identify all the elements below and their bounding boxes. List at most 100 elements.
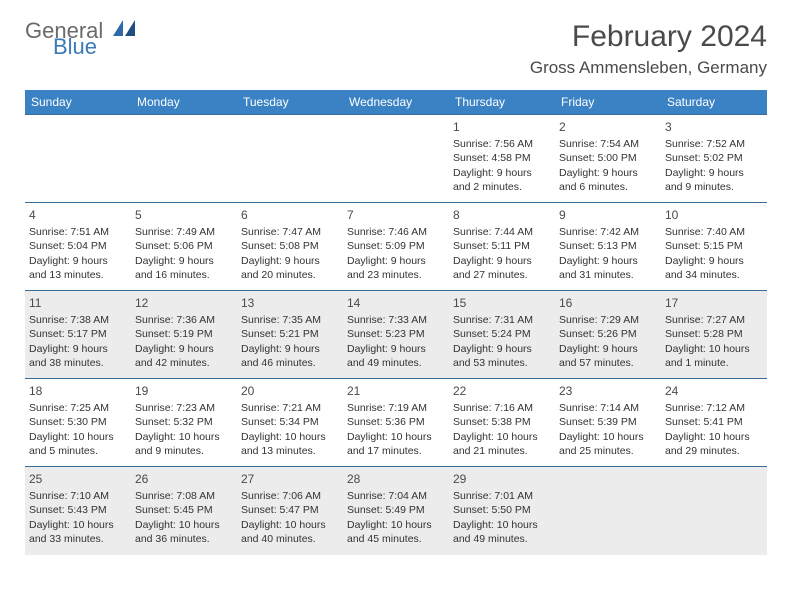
day-cell: 23Sunrise: 7:14 AMSunset: 5:39 PMDayligh… <box>555 379 661 467</box>
daylight2-text: and 17 minutes. <box>347 444 445 458</box>
daylight2-text: and 29 minutes. <box>665 444 763 458</box>
day-number: 7 <box>347 207 445 223</box>
sunset-text: Sunset: 5:00 PM <box>559 151 657 165</box>
title-block: February 2024 Gross Ammensleben, Germany <box>530 20 767 78</box>
daylight1-text: Daylight: 9 hours <box>135 342 233 356</box>
daylight1-text: Daylight: 10 hours <box>665 342 763 356</box>
daylight1-text: Daylight: 9 hours <box>559 166 657 180</box>
day-cell: 8Sunrise: 7:44 AMSunset: 5:11 PMDaylight… <box>449 203 555 291</box>
daylight2-text: and 5 minutes. <box>29 444 127 458</box>
day-cell: 12Sunrise: 7:36 AMSunset: 5:19 PMDayligh… <box>131 291 237 379</box>
sunrise-text: Sunrise: 7:56 AM <box>453 137 551 151</box>
sunset-text: Sunset: 5:28 PM <box>665 327 763 341</box>
daylight1-text: Daylight: 9 hours <box>453 166 551 180</box>
sunset-text: Sunset: 5:21 PM <box>241 327 339 341</box>
week-row: 4Sunrise: 7:51 AMSunset: 5:04 PMDaylight… <box>25 203 767 291</box>
empty-cell <box>237 115 343 203</box>
daylight1-text: Daylight: 10 hours <box>665 430 763 444</box>
daylight2-text: and 23 minutes. <box>347 268 445 282</box>
daylight2-text: and 46 minutes. <box>241 356 339 370</box>
sunset-text: Sunset: 5:26 PM <box>559 327 657 341</box>
sunset-text: Sunset: 5:17 PM <box>29 327 127 341</box>
day-number: 5 <box>135 207 233 223</box>
day-cell: 1Sunrise: 7:56 AMSunset: 4:58 PMDaylight… <box>449 115 555 203</box>
daylight2-text: and 21 minutes. <box>453 444 551 458</box>
day-cell: 9Sunrise: 7:42 AMSunset: 5:13 PMDaylight… <box>555 203 661 291</box>
daylight1-text: Daylight: 9 hours <box>135 254 233 268</box>
daylight1-text: Daylight: 10 hours <box>29 518 127 532</box>
daylight1-text: Daylight: 10 hours <box>453 430 551 444</box>
day-number: 19 <box>135 383 233 399</box>
day-number: 28 <box>347 471 445 487</box>
daylight2-text: and 1 minute. <box>665 356 763 370</box>
calendar-body: 1Sunrise: 7:56 AMSunset: 4:58 PMDaylight… <box>25 115 767 555</box>
daylight2-text: and 13 minutes. <box>241 444 339 458</box>
sunrise-text: Sunrise: 7:12 AM <box>665 401 763 415</box>
day-cell: 4Sunrise: 7:51 AMSunset: 5:04 PMDaylight… <box>25 203 131 291</box>
sunset-text: Sunset: 5:36 PM <box>347 415 445 429</box>
day-cell: 20Sunrise: 7:21 AMSunset: 5:34 PMDayligh… <box>237 379 343 467</box>
weekday-header: Tuesday <box>237 90 343 115</box>
day-number: 4 <box>29 207 127 223</box>
empty-cell <box>661 467 767 555</box>
weekday-header: Thursday <box>449 90 555 115</box>
sunrise-text: Sunrise: 7:44 AM <box>453 225 551 239</box>
logo: General Blue <box>25 20 135 57</box>
day-number: 23 <box>559 383 657 399</box>
day-number: 1 <box>453 119 551 135</box>
sunset-text: Sunset: 5:45 PM <box>135 503 233 517</box>
day-number: 22 <box>453 383 551 399</box>
sunrise-text: Sunrise: 7:42 AM <box>559 225 657 239</box>
sunrise-text: Sunrise: 7:47 AM <box>241 225 339 239</box>
daylight1-text: Daylight: 10 hours <box>347 430 445 444</box>
day-number: 18 <box>29 383 127 399</box>
daylight2-text: and 2 minutes. <box>453 180 551 194</box>
daylight2-text: and 9 minutes. <box>135 444 233 458</box>
sunset-text: Sunset: 5:30 PM <box>29 415 127 429</box>
daylight1-text: Daylight: 9 hours <box>29 254 127 268</box>
day-cell: 29Sunrise: 7:01 AMSunset: 5:50 PMDayligh… <box>449 467 555 555</box>
daylight2-text: and 53 minutes. <box>453 356 551 370</box>
daylight1-text: Daylight: 9 hours <box>241 342 339 356</box>
week-row: 25Sunrise: 7:10 AMSunset: 5:43 PMDayligh… <box>25 467 767 555</box>
daylight1-text: Daylight: 10 hours <box>347 518 445 532</box>
sunset-text: Sunset: 5:43 PM <box>29 503 127 517</box>
day-number: 8 <box>453 207 551 223</box>
daylight2-text: and 49 minutes. <box>453 532 551 546</box>
daylight1-text: Daylight: 9 hours <box>453 342 551 356</box>
daylight1-text: Daylight: 9 hours <box>665 166 763 180</box>
sunrise-text: Sunrise: 7:06 AM <box>241 489 339 503</box>
sunrise-text: Sunrise: 7:01 AM <box>453 489 551 503</box>
sunrise-text: Sunrise: 7:54 AM <box>559 137 657 151</box>
sunrise-text: Sunrise: 7:49 AM <box>135 225 233 239</box>
day-number: 15 <box>453 295 551 311</box>
weekday-header: Monday <box>131 90 237 115</box>
weekday-header: Wednesday <box>343 90 449 115</box>
day-cell: 16Sunrise: 7:29 AMSunset: 5:26 PMDayligh… <box>555 291 661 379</box>
day-cell: 3Sunrise: 7:52 AMSunset: 5:02 PMDaylight… <box>661 115 767 203</box>
daylight2-text: and 38 minutes. <box>29 356 127 370</box>
daylight2-text: and 27 minutes. <box>453 268 551 282</box>
day-cell: 21Sunrise: 7:19 AMSunset: 5:36 PMDayligh… <box>343 379 449 467</box>
day-cell: 19Sunrise: 7:23 AMSunset: 5:32 PMDayligh… <box>131 379 237 467</box>
day-cell: 15Sunrise: 7:31 AMSunset: 5:24 PMDayligh… <box>449 291 555 379</box>
logo-text: General Blue <box>25 20 135 57</box>
daylight1-text: Daylight: 10 hours <box>559 430 657 444</box>
daylight1-text: Daylight: 9 hours <box>559 342 657 356</box>
day-number: 9 <box>559 207 657 223</box>
sunrise-text: Sunrise: 7:14 AM <box>559 401 657 415</box>
sunset-text: Sunset: 5:19 PM <box>135 327 233 341</box>
day-cell: 14Sunrise: 7:33 AMSunset: 5:23 PMDayligh… <box>343 291 449 379</box>
weekday-header: Sunday <box>25 90 131 115</box>
daylight2-text: and 36 minutes. <box>135 532 233 546</box>
day-cell: 18Sunrise: 7:25 AMSunset: 5:30 PMDayligh… <box>25 379 131 467</box>
day-cell: 27Sunrise: 7:06 AMSunset: 5:47 PMDayligh… <box>237 467 343 555</box>
daylight2-text: and 34 minutes. <box>665 268 763 282</box>
day-number: 25 <box>29 471 127 487</box>
day-cell: 2Sunrise: 7:54 AMSunset: 5:00 PMDaylight… <box>555 115 661 203</box>
day-number: 10 <box>665 207 763 223</box>
daylight1-text: Daylight: 9 hours <box>665 254 763 268</box>
day-number: 13 <box>241 295 339 311</box>
sunrise-text: Sunrise: 7:51 AM <box>29 225 127 239</box>
day-cell: 17Sunrise: 7:27 AMSunset: 5:28 PMDayligh… <box>661 291 767 379</box>
